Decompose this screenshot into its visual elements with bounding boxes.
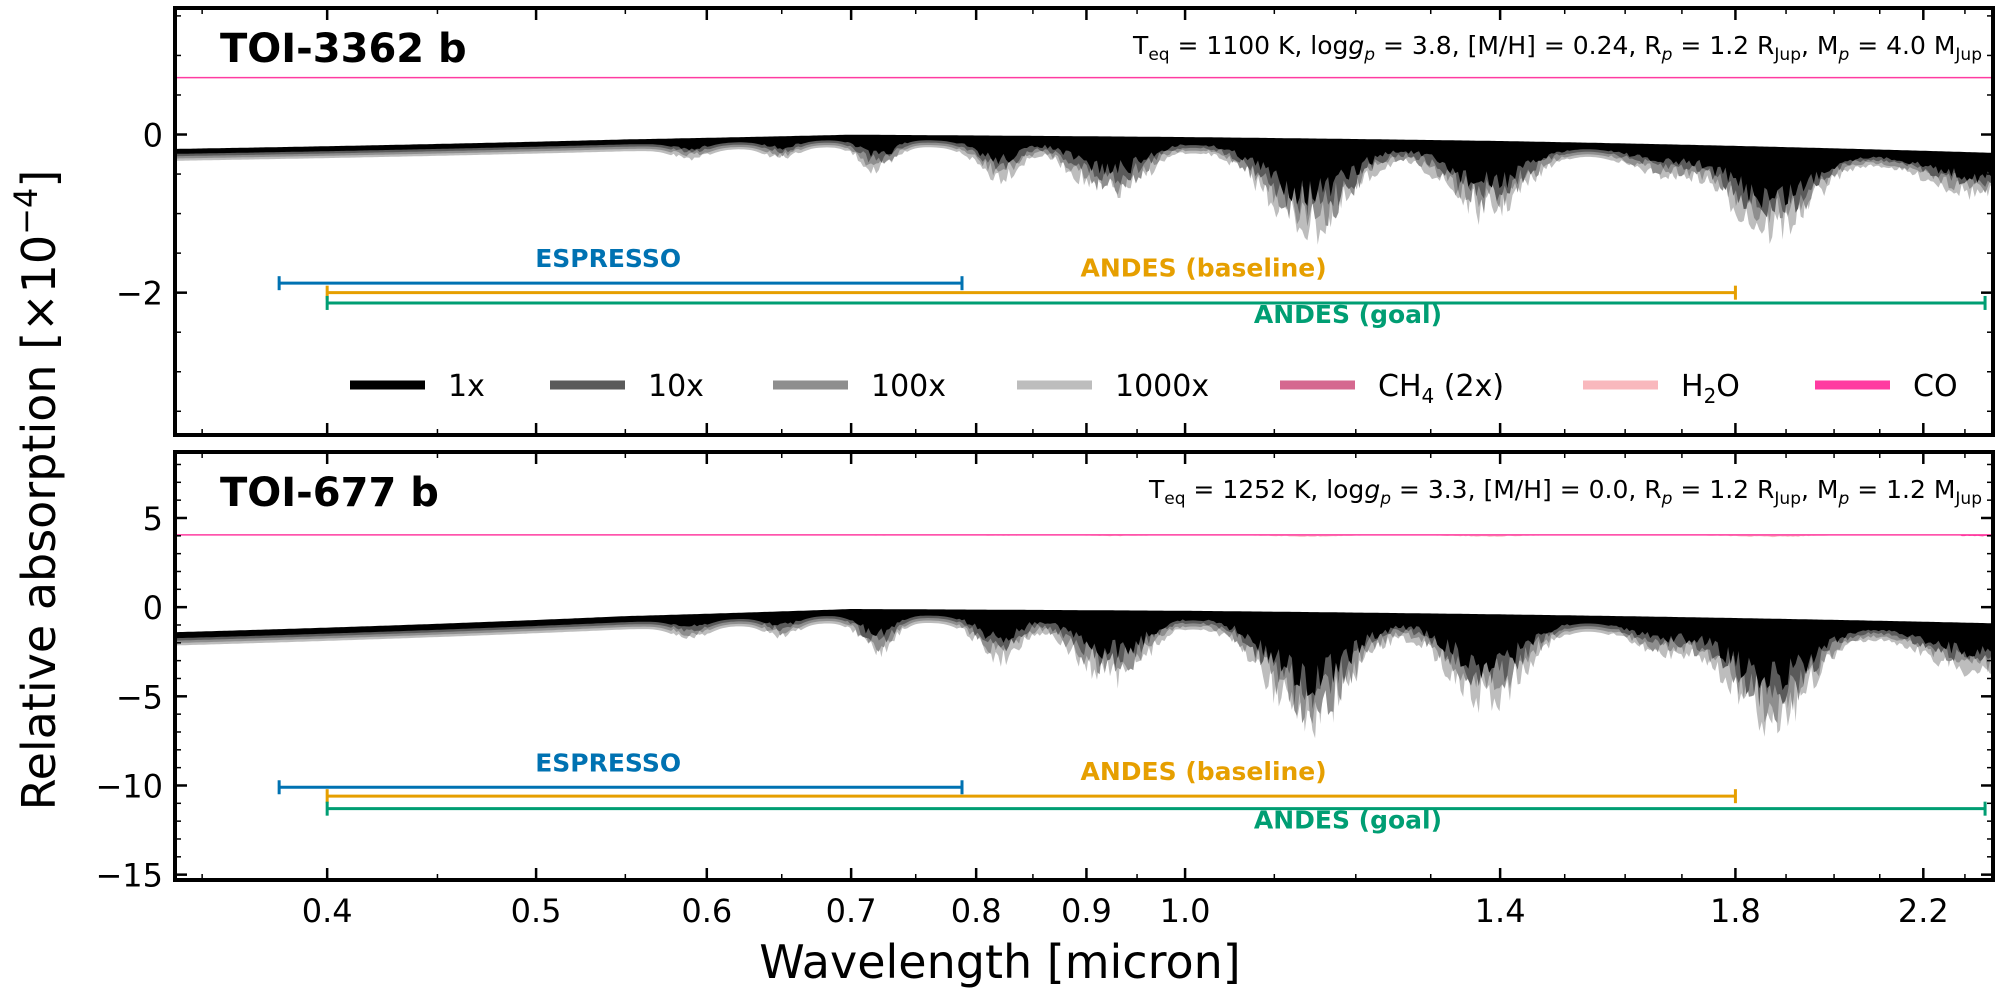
instrument-label-andes-baseline: ANDES (baseline) [1081, 254, 1327, 283]
instrument-label-andes-goal: ANDES (goal) [1254, 806, 1442, 835]
legend-label-co: CO [1913, 369, 1958, 404]
y-tick-label: 0 [143, 589, 163, 627]
panel-1-frame [173, 6, 1995, 437]
x-tick-label: 0.9 [1061, 892, 1112, 930]
x-tick-label: 0.8 [951, 892, 1002, 930]
spectrum-10x [175, 610, 1993, 710]
y-tick-label: −5 [116, 678, 163, 716]
panel-2-title: TOI-677 b [220, 470, 439, 516]
legend-label-100x: 100x [871, 369, 946, 404]
x-tick-label: 1.8 [1710, 892, 1761, 930]
instrument-label-andes-baseline: ANDES (baseline) [1081, 757, 1327, 786]
instrument-label-espresso: ESPRESSO [535, 244, 681, 273]
x-tick-label: 0.7 [826, 892, 877, 930]
panel-2: ESPRESSO ANDES (baseline) ANDES (goal) 5 0 −… [95, 450, 1995, 895]
panel-2-frame [173, 450, 1995, 882]
x-tick-label: 0.6 [681, 892, 732, 930]
spectrum-1x [175, 609, 1993, 696]
spectrum-1x [175, 134, 1993, 209]
y-tick-label: 0 [143, 117, 163, 155]
panel-2-instruments: ESPRESSO ANDES (baseline) ANDES (goal) [277, 748, 1987, 835]
panel-1-title: TOI-3362 b [220, 26, 467, 72]
x-tick-label: 1.0 [1160, 892, 1211, 930]
panel-1: ESPRESSO ANDES (baseline) ANDES (goal) 0 −2… [116, 6, 1995, 437]
legend-label-10x: 10x [648, 369, 704, 404]
panel-2-params: Teq = 1252 K, loggp = 3.3, [M/H] = 0.0, … [1148, 475, 1982, 509]
legend: 1x 10x 100x 1000x CH4 (2x) H2O CO [350, 369, 1958, 408]
legend-label-ch4: CH4 (2x) [1378, 369, 1504, 408]
y-axis-label: Relative absorption [×10−4] [7, 170, 66, 811]
legend-label-h2o: H2O [1681, 369, 1740, 408]
panel-1-instruments: ESPRESSO ANDES (baseline) ANDES (goal) [277, 244, 1987, 329]
legend-label-1000x: 1000x [1115, 369, 1209, 404]
x-tick-labels: 0.4 0.5 0.6 0.7 0.8 0.9 1.0 1.4 1.8 2.2 [302, 892, 1949, 930]
panel-2-spectra [175, 534, 1993, 739]
x-tick-label: 0.5 [511, 892, 562, 930]
x-tick-label: 2.2 [1898, 892, 1949, 930]
x-axis-label: Wavelength [micron] [759, 935, 1240, 989]
y-tick-label: −15 [95, 857, 163, 895]
panel-2-ticks: 5 0 −5 −10 −15 [95, 452, 1993, 895]
instrument-label-espresso: ESPRESSO [535, 748, 681, 777]
panel-1-ticks: 0 −2 [116, 8, 1993, 435]
y-tick-label: −10 [95, 767, 163, 805]
y-tick-label: 5 [143, 500, 163, 538]
x-tick-label: 0.4 [302, 892, 353, 930]
x-tick-label: 1.4 [1475, 892, 1526, 930]
panel-1-params: Teq = 1100 K, loggp = 3.8, [M/H] = 0.24,… [1132, 31, 1982, 65]
legend-label-1x: 1x [448, 369, 485, 404]
instrument-label-andes-goal: ANDES (goal) [1254, 300, 1442, 329]
y-tick-label: −2 [116, 275, 163, 313]
spectrum-1000x [175, 613, 1993, 739]
spectrum-100x [175, 611, 1993, 724]
panel-1-spectra [175, 76, 1993, 245]
